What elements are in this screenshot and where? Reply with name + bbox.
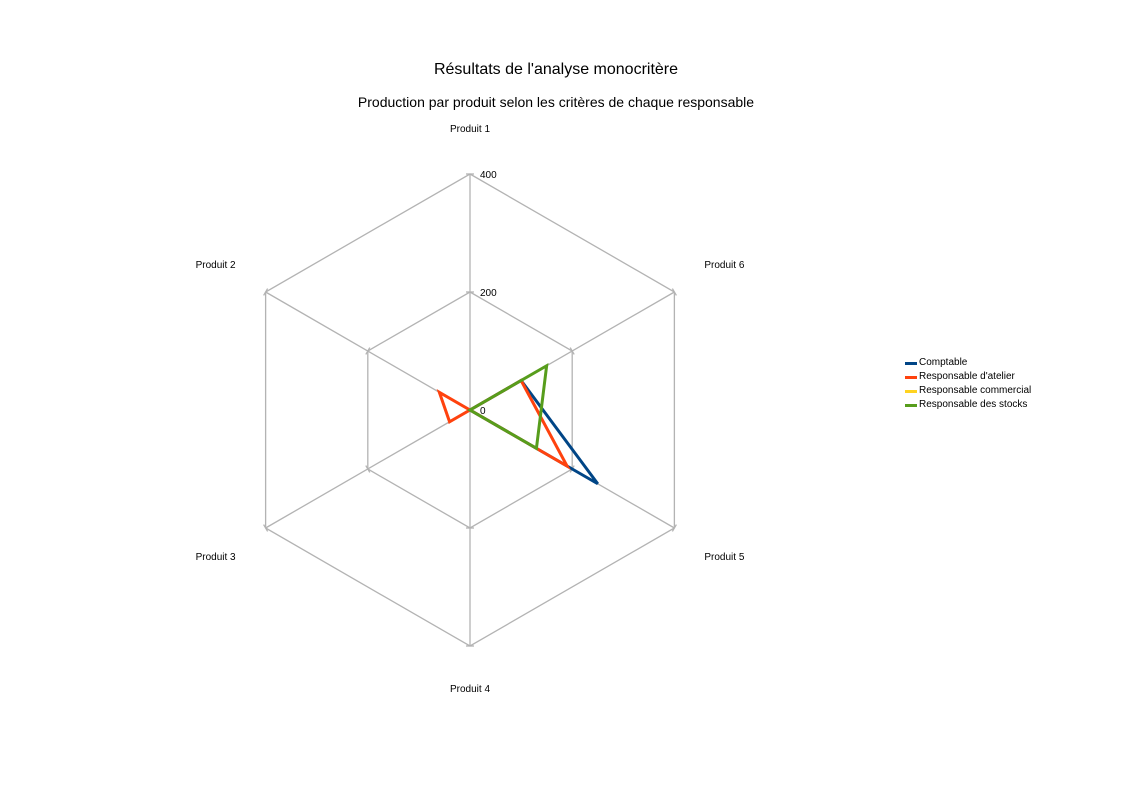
labels: 0 200 400 Produit 1 Produit 6 Produit 5 Produi…: [196, 124, 745, 695]
chart-subtitle: Production par produit selon les critère…: [357, 94, 755, 110]
legend-label: Responsable d'atelier: [919, 371, 1015, 382]
legend-swatch: [905, 403, 917, 407]
legend-item-2: Responsable d'atelier: [905, 370, 1031, 384]
chart-title: Résultats de l'analyse monocritère: [433, 61, 679, 78]
category-label-1: Produit 1: [450, 124, 490, 135]
tick-label-200: 200: [480, 288, 497, 299]
legend-item-1: Comptable: [905, 356, 1031, 370]
category-label-4: Produit 4: [450, 684, 490, 695]
legend-label: Comptable: [919, 357, 968, 368]
legend-item-3: Responsable commercial: [905, 384, 1031, 398]
legend: Comptable Responsable d'atelier Responsabl…: [905, 356, 1031, 412]
legend-swatch: [905, 361, 917, 365]
spoke-tick: [569, 347, 575, 355]
spoke-tick: [263, 288, 269, 296]
series-2-line: [436, 378, 571, 470]
legend-item-4: Responsable des stocks: [905, 398, 1031, 412]
legend-label: Responsable commercial: [919, 385, 1032, 396]
tick-label-400: 400: [480, 170, 497, 181]
legend-label: Responsable des stocks: [919, 399, 1028, 410]
tick-label-0: 0: [480, 406, 486, 417]
series-4-line: [467, 362, 549, 451]
legend-swatch: [905, 389, 917, 393]
category-label-3: Produit 5: [704, 552, 744, 563]
spoke-tick: [671, 288, 677, 296]
spoke-tick: [671, 524, 677, 532]
spoke-tick: [263, 524, 269, 532]
category-label-2: Produit 6: [704, 260, 744, 271]
series-1-line: [466, 378, 599, 486]
spoke-tick: [365, 347, 371, 355]
legend-swatch: [905, 375, 917, 379]
category-label-5: Produit 3: [196, 552, 236, 563]
spoke-tick: [365, 465, 371, 473]
series-layer: [436, 362, 599, 486]
category-label-6: Produit 2: [196, 260, 236, 271]
